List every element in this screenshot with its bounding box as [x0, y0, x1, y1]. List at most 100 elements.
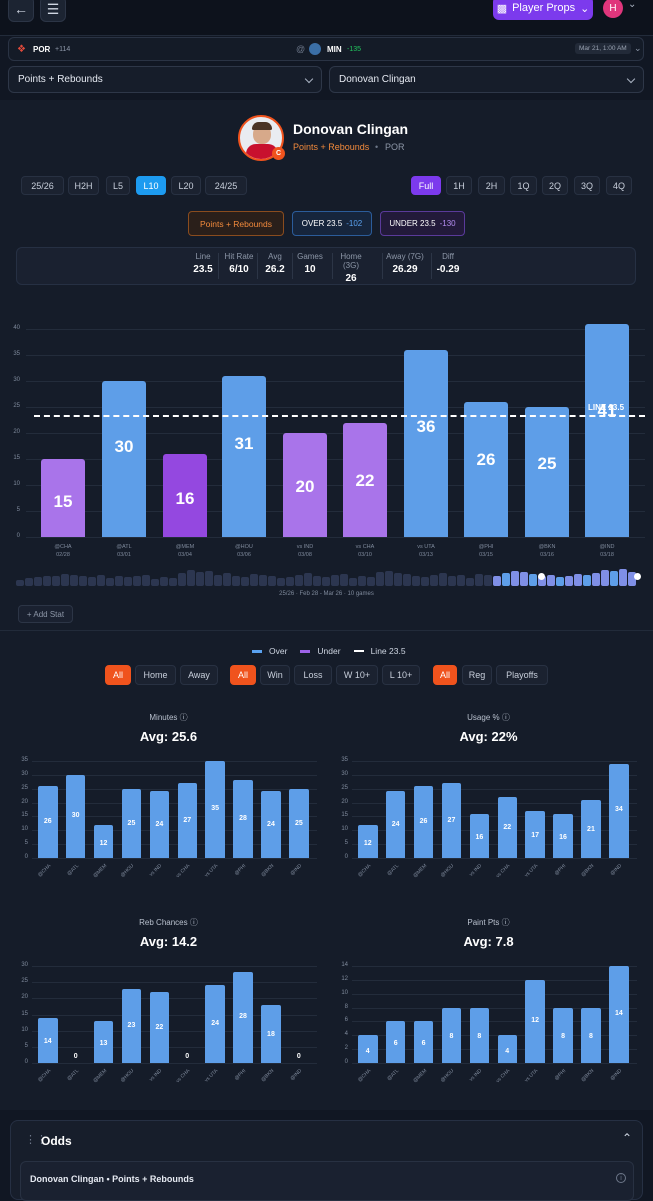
filter-all[interactable]: All: [433, 665, 457, 685]
stat-label: Games: [297, 252, 323, 261]
user-avatar[interactable]: H: [603, 0, 623, 18]
range-tab[interactable]: L20: [171, 176, 201, 195]
period-tab[interactable]: 3Q: [574, 176, 600, 195]
filter-l-10-[interactable]: L 10+: [382, 665, 420, 685]
small-bar[interactable]: [553, 1007, 573, 1063]
small-bar[interactable]: [93, 824, 114, 858]
bar[interactable]: [41, 459, 85, 537]
grid-line: [32, 858, 317, 859]
filter-home[interactable]: Home: [135, 665, 176, 685]
small-bar[interactable]: [149, 991, 170, 1063]
info-icon[interactable]: i: [616, 1173, 626, 1183]
small-bar[interactable]: [358, 824, 378, 858]
bar[interactable]: [525, 407, 569, 537]
small-bar[interactable]: [413, 785, 434, 858]
over-pill[interactable]: OVER 23.5 -102: [292, 211, 372, 236]
small-bar[interactable]: [38, 785, 58, 858]
small-bar-value: 21: [587, 825, 595, 833]
small-bar[interactable]: [441, 783, 462, 858]
small-bar[interactable]: [205, 761, 225, 858]
stat-hit-rate: Hit Rate 6/10: [221, 252, 257, 275]
small-bar[interactable]: [121, 988, 142, 1063]
small-bar[interactable]: [469, 1007, 490, 1063]
period-tab[interactable]: 1Q: [510, 176, 537, 195]
small-bar[interactable]: [121, 788, 142, 858]
filter-all[interactable]: All: [230, 665, 256, 685]
drag-handle-icon[interactable]: ⋮⋮: [25, 1134, 47, 1146]
filter-w-10-[interactable]: W 10+: [336, 665, 378, 685]
stat-value: -0.29: [436, 264, 460, 275]
bar[interactable]: [102, 381, 146, 537]
small-bar[interactable]: [497, 797, 518, 858]
period-tab[interactable]: 1H: [446, 176, 472, 195]
range-tab[interactable]: H2H: [68, 176, 99, 195]
scrubber-handle-start[interactable]: [538, 573, 545, 580]
small-bar[interactable]: [413, 1021, 434, 1063]
small-bar[interactable]: [609, 763, 629, 858]
add-stat-button[interactable]: + Add Stat: [18, 605, 73, 623]
scrubber-handle-end[interactable]: [634, 573, 641, 580]
scrubber-bar: [412, 576, 420, 586]
range-tab[interactable]: L10: [136, 176, 166, 195]
period-tab[interactable]: 2Q: [542, 176, 568, 195]
stat-divider: [431, 253, 432, 279]
small-bar[interactable]: [205, 985, 225, 1063]
filter-win[interactable]: Win: [260, 665, 290, 685]
small-bar[interactable]: [289, 788, 309, 858]
range-tab[interactable]: 25/26: [21, 176, 64, 195]
small-bar[interactable]: [93, 1020, 114, 1063]
bar[interactable]: [163, 453, 207, 537]
small-bar[interactable]: [233, 780, 253, 858]
bar[interactable]: [283, 433, 327, 537]
account-chevron-icon[interactable]: ⌄: [628, 0, 637, 10]
small-chart-title: Minutes ⓘ: [149, 713, 188, 722]
range-tab[interactable]: 24/25: [205, 176, 247, 195]
menu-button[interactable]: ☰: [40, 0, 66, 22]
small-bar[interactable]: [609, 966, 629, 1063]
chart-icon: ▩: [496, 2, 508, 15]
filter-loss[interactable]: Loss: [294, 665, 332, 685]
matchup-bar[interactable]: ❖ POR +114 @ MIN -135 Mar 21, 1:00 AM ⌄: [8, 37, 644, 61]
period-tab[interactable]: 2H: [478, 176, 505, 195]
small-bar[interactable]: [469, 813, 490, 858]
bar[interactable]: [404, 349, 448, 537]
under-pill[interactable]: UNDER 23.5 -130: [380, 211, 465, 236]
small-bar[interactable]: [233, 972, 253, 1063]
small-bar[interactable]: [149, 791, 170, 858]
player-props-button[interactable]: ▩ Player Props ⌄: [493, 0, 593, 20]
small-bar[interactable]: [581, 1007, 601, 1063]
bar[interactable]: [222, 375, 266, 537]
bar[interactable]: [464, 401, 508, 537]
collapse-icon[interactable]: ⌃: [622, 1131, 633, 1145]
bar[interactable]: [343, 422, 387, 537]
small-bar[interactable]: [385, 791, 406, 858]
filter-reg[interactable]: Reg: [462, 665, 492, 685]
back-button[interactable]: ←: [8, 0, 34, 22]
small-bar[interactable]: [38, 1017, 58, 1063]
y-tick-label: 0: [24, 1059, 28, 1065]
small-bar[interactable]: [553, 813, 573, 858]
small-bar[interactable]: [261, 1004, 281, 1063]
filter-playoffs[interactable]: Playoffs: [496, 665, 548, 685]
period-tab[interactable]: 4Q: [606, 176, 632, 195]
x-tick-label: @BKN 03/16: [524, 543, 570, 559]
range-tab[interactable]: L5: [106, 176, 130, 195]
small-bar[interactable]: [385, 1021, 406, 1063]
period-tab[interactable]: Full: [411, 176, 441, 195]
small-bar[interactable]: [261, 791, 281, 858]
filter-all[interactable]: All: [105, 665, 131, 685]
small-bar[interactable]: [358, 1035, 378, 1063]
market-pill[interactable]: Points + Rebounds: [188, 211, 284, 236]
filter-away[interactable]: Away: [180, 665, 218, 685]
small-bar[interactable]: [441, 1007, 462, 1063]
bar[interactable]: [585, 323, 629, 537]
small-bar[interactable]: [177, 783, 198, 858]
small-bar[interactable]: [525, 979, 545, 1063]
player-select[interactable]: Donovan Clingan: [329, 66, 644, 93]
market-select[interactable]: Points + Rebounds: [8, 66, 322, 93]
small-bar[interactable]: [497, 1035, 518, 1063]
y-tick-label: 20: [341, 798, 348, 805]
small-bar[interactable]: [525, 810, 545, 858]
small-bar[interactable]: [65, 774, 86, 858]
small-bar[interactable]: [581, 799, 601, 858]
